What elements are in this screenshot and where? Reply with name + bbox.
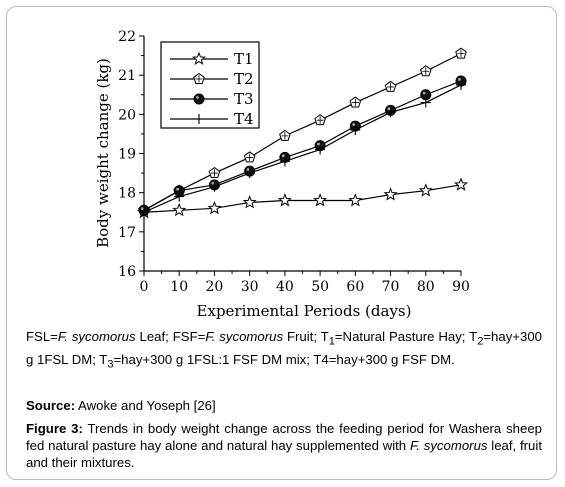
data-point [419, 65, 432, 77]
source-text: Awoke and Yoseph [26] [75, 398, 216, 413]
series-t2 [138, 47, 467, 216]
x-tick-label: 70 [382, 279, 400, 295]
legend-entry-t2: T2 [170, 70, 254, 88]
data-point [350, 125, 361, 135]
data-point [384, 80, 397, 92]
x-tick-label: 60 [346, 279, 364, 295]
data-point [453, 177, 469, 191]
y-tick-label: 16 [118, 264, 136, 280]
data-point [244, 168, 255, 179]
data-point [207, 200, 222, 215]
x-tick-label: 50 [311, 279, 329, 295]
x-tick-label: 10 [170, 279, 188, 295]
y-tick-label: 18 [118, 186, 136, 202]
y-tick-label: 17 [118, 225, 136, 241]
data-point [209, 181, 220, 192]
data-point [455, 47, 467, 59]
legend-box [160, 41, 260, 129]
legend: T1 T2 T3 T4 [160, 41, 260, 129]
legend-marker [193, 72, 205, 84]
x-axis-label: Experimental Periods (days) [197, 302, 412, 320]
series-t1 [136, 177, 469, 219]
data-point [279, 156, 290, 167]
data-point [348, 193, 363, 207]
legend-entry-t1: T1 [170, 50, 254, 68]
x-tick-label: 0 [140, 279, 149, 295]
data-point [315, 144, 326, 155]
data-point [418, 183, 433, 197]
series-line [143, 84, 462, 213]
legend-label: T1 [234, 50, 254, 68]
data-point [242, 195, 257, 209]
y-tick-label: 20 [118, 107, 136, 123]
x-tick-label: 40 [276, 279, 294, 295]
legend-label: T4 [234, 110, 254, 128]
data-point [243, 151, 256, 163]
x-tick-label: 20 [206, 279, 224, 295]
data-point [279, 129, 291, 141]
data-point [456, 79, 466, 90]
y-tick-label: 19 [118, 147, 136, 163]
legend-label: T3 [234, 90, 254, 108]
source-line: Source: Awoke and Yoseph [26] [26, 397, 542, 414]
data-point [420, 89, 432, 101]
figure-label: Figure 3: [26, 421, 83, 436]
series-line [143, 53, 462, 211]
data-point [314, 114, 326, 126]
data-point [277, 193, 292, 207]
legend-label: T2 [234, 70, 254, 88]
legend-marker [191, 51, 207, 65]
x-tick-label: 90 [452, 279, 470, 295]
data-point [420, 97, 431, 108]
source-label: Source: [26, 398, 76, 413]
data-point [208, 166, 221, 179]
series-layer [136, 47, 469, 219]
y-axis-label: Body weight change (kg) [94, 58, 112, 248]
y-tick-label: 22 [118, 29, 136, 45]
legend-entry-t4: T4 [170, 110, 254, 128]
series-line [143, 184, 462, 213]
line-chart: 0 10 20 30 40 50 60 70 80 90 16 17 18 19 20 21 22 T1 T2 T3… [94, 29, 470, 320]
data-point [349, 96, 362, 108]
legend-marker [194, 114, 204, 124]
x-tick-label: 30 [241, 279, 259, 295]
data-point [139, 207, 149, 218]
legend-marker [193, 93, 205, 105]
data-point [174, 191, 185, 202]
axes: 0 10 20 30 40 50 60 70 80 90 16 17 18 19 20 21 22 [118, 29, 470, 295]
data-point [385, 107, 396, 118]
figure-caption: Figure 3: Trends in body weight change a… [26, 421, 543, 470]
y-tick-label: 21 [118, 68, 136, 84]
x-tick-label: 80 [417, 279, 435, 295]
data-point [383, 187, 398, 201]
abbreviation-note: FSL=F. sycomorus Leaf; FSF=F. sycomorus … [26, 329, 542, 371]
data-point [313, 193, 328, 207]
series-t4 [139, 79, 466, 218]
series-line [143, 80, 462, 211]
legend-entry-t3: T3 [170, 90, 254, 108]
data-point [172, 202, 187, 217]
